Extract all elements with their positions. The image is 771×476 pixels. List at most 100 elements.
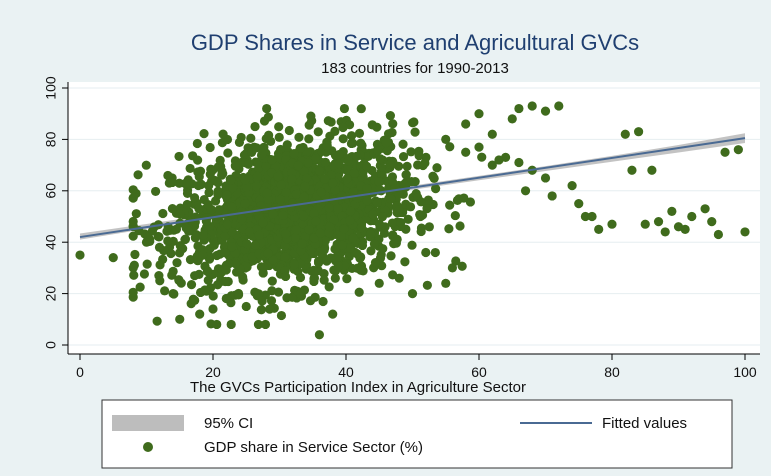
data-point bbox=[369, 239, 380, 249]
data-point bbox=[263, 248, 273, 259]
legend-fit-label: Fitted values bbox=[602, 415, 687, 432]
data-point bbox=[357, 240, 368, 251]
data-point bbox=[356, 138, 366, 148]
data-point bbox=[338, 122, 348, 133]
data-point bbox=[374, 177, 384, 187]
data-point bbox=[287, 174, 297, 184]
data-point bbox=[181, 178, 192, 188]
data-point bbox=[222, 219, 233, 230]
legend: 95% CI Fitted values GDP share in Servic… bbox=[101, 399, 733, 469]
data-point bbox=[316, 187, 326, 197]
data-point bbox=[158, 208, 168, 219]
data-point bbox=[268, 209, 278, 219]
data-point bbox=[461, 147, 471, 157]
data-point bbox=[420, 158, 430, 168]
data-point bbox=[713, 229, 724, 240]
x-tick-label: 60 bbox=[471, 364, 487, 380]
data-point bbox=[262, 188, 272, 198]
y-tick-label: 100 bbox=[43, 76, 59, 100]
data-point bbox=[422, 280, 432, 290]
data-point bbox=[431, 184, 441, 194]
data-point bbox=[202, 266, 213, 277]
data-point bbox=[175, 314, 185, 324]
data-point bbox=[281, 229, 291, 239]
data-point bbox=[362, 161, 372, 171]
data-point bbox=[227, 242, 237, 252]
data-point bbox=[362, 196, 372, 206]
data-point bbox=[230, 161, 240, 171]
data-point bbox=[238, 275, 248, 285]
data-point bbox=[357, 222, 367, 233]
data-point bbox=[298, 211, 309, 221]
data-point bbox=[155, 276, 165, 286]
data-point bbox=[129, 270, 139, 280]
data-point bbox=[390, 184, 400, 194]
data-point bbox=[667, 206, 677, 216]
data-point bbox=[280, 271, 291, 282]
data-point bbox=[296, 246, 306, 256]
data-point bbox=[257, 296, 267, 306]
data-point bbox=[171, 224, 182, 234]
data-point bbox=[352, 151, 362, 162]
data-point bbox=[620, 129, 630, 139]
fitted-line bbox=[79, 137, 746, 239]
data-point bbox=[152, 316, 162, 326]
data-point bbox=[362, 183, 372, 194]
data-point bbox=[378, 244, 388, 254]
data-point bbox=[139, 269, 150, 279]
data-point bbox=[185, 255, 196, 265]
data-point bbox=[382, 146, 392, 156]
y-tick-label: 60 bbox=[43, 183, 59, 199]
data-point bbox=[740, 227, 750, 237]
y-tick-label: 0 bbox=[43, 341, 59, 349]
data-point bbox=[417, 210, 428, 220]
data-point bbox=[234, 137, 245, 148]
data-point bbox=[244, 227, 255, 237]
data-point bbox=[450, 210, 460, 221]
data-point bbox=[414, 151, 424, 161]
data-point bbox=[210, 196, 221, 206]
data-point bbox=[295, 143, 305, 153]
chart-title: GDP Shares in Service and Agricultural G… bbox=[191, 30, 639, 55]
data-point bbox=[250, 240, 260, 250]
data-point bbox=[185, 163, 195, 174]
points-layer bbox=[75, 101, 750, 340]
data-point bbox=[214, 205, 224, 215]
data-point bbox=[203, 200, 213, 210]
data-point bbox=[375, 154, 385, 164]
data-point bbox=[310, 154, 320, 164]
data-point bbox=[204, 180, 214, 191]
data-point bbox=[381, 138, 391, 148]
data-point bbox=[290, 233, 300, 243]
data-point bbox=[154, 242, 165, 252]
data-point bbox=[313, 258, 324, 268]
data-point bbox=[221, 293, 231, 304]
data-point bbox=[314, 330, 324, 340]
data-point bbox=[423, 195, 433, 205]
axes-layer: 0 20 40 60 80 100 0 20 40 60 80 100 bbox=[43, 76, 760, 380]
data-point bbox=[261, 161, 271, 171]
data-point bbox=[222, 190, 232, 200]
data-point bbox=[379, 228, 390, 238]
data-point bbox=[372, 198, 382, 208]
data-point bbox=[304, 134, 314, 144]
data-point bbox=[320, 174, 330, 184]
data-point bbox=[398, 151, 409, 162]
data-point bbox=[445, 142, 455, 152]
data-point bbox=[172, 258, 182, 268]
data-point bbox=[218, 129, 228, 139]
data-point bbox=[294, 132, 304, 142]
data-point bbox=[281, 187, 291, 198]
data-point bbox=[405, 202, 416, 212]
data-point bbox=[303, 158, 313, 168]
data-point bbox=[607, 219, 617, 229]
data-point bbox=[200, 285, 210, 295]
data-point bbox=[135, 282, 145, 292]
data-point bbox=[329, 215, 339, 225]
data-point bbox=[403, 214, 413, 224]
data-point bbox=[226, 175, 236, 186]
data-point bbox=[295, 289, 306, 299]
data-point bbox=[278, 210, 288, 220]
data-point bbox=[182, 199, 192, 210]
data-point bbox=[289, 149, 299, 159]
